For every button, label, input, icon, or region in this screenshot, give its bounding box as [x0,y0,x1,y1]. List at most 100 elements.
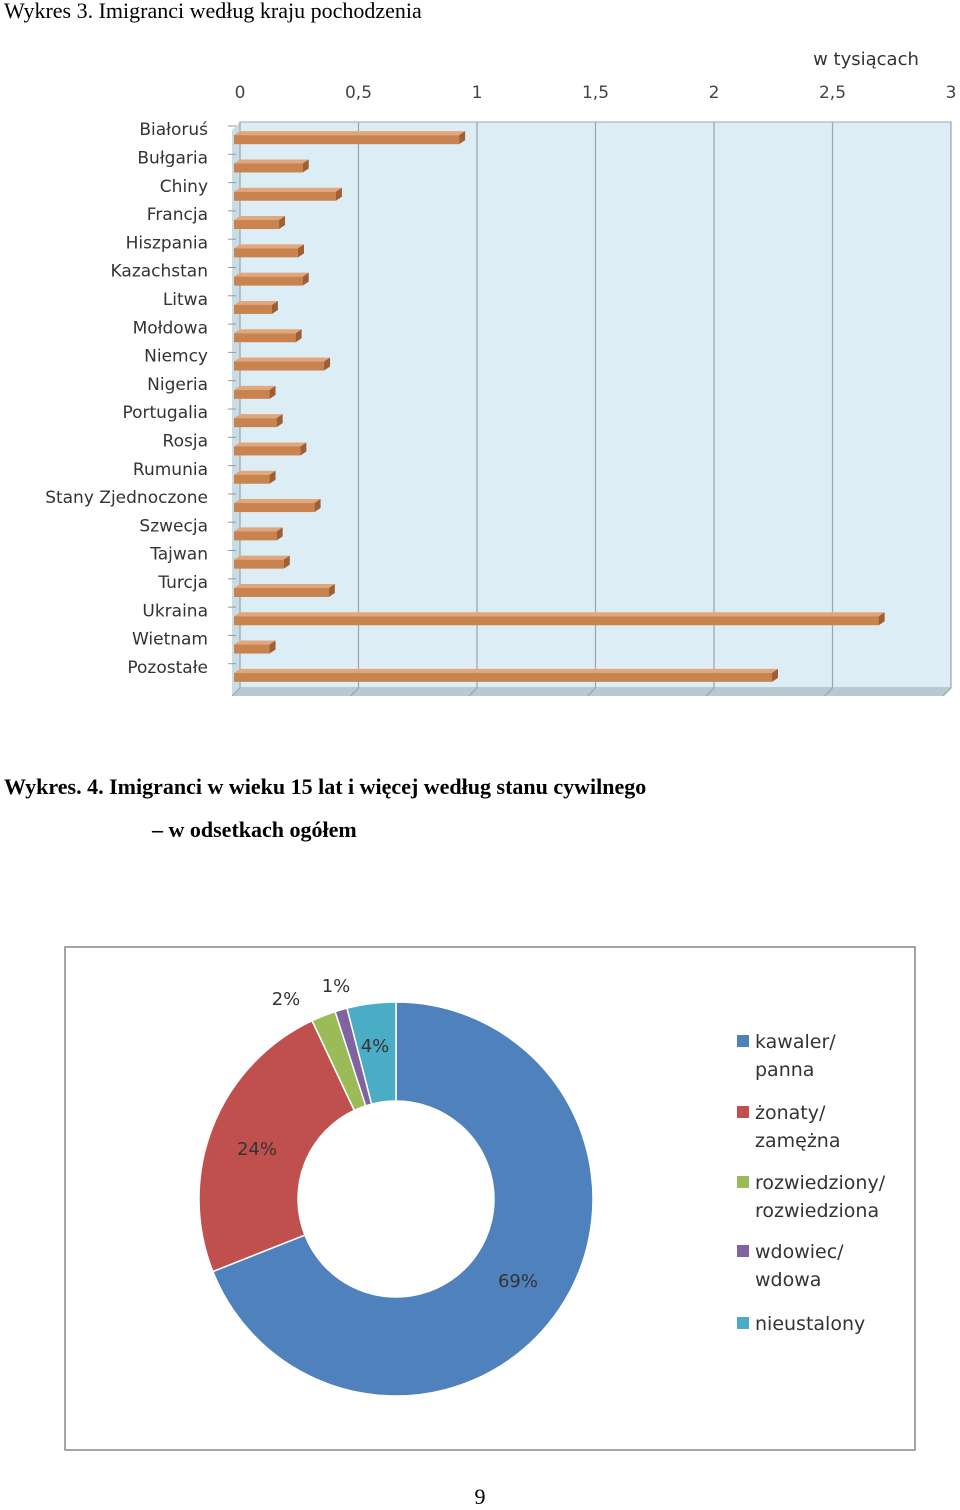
bar [234,300,278,314]
bar-end [324,357,331,371]
bar [234,499,321,513]
bar [234,216,286,230]
legend-label: rozwiedziony/rozwiedziona [755,1172,886,1222]
bar-front [234,503,315,513]
figure3-title: Wykres 3. Imigranci według kraju pochodz… [4,0,422,23]
legend-label: żonaty/zamężna [755,1102,840,1152]
legend-item: kawaler/panna [737,1031,836,1081]
bar-end [295,329,302,343]
bar-front [234,163,303,173]
category-label: Francja [147,205,208,225]
donut-slice [334,1007,373,1107]
x-tick-label: 0 [235,83,246,103]
bar-end [878,612,885,626]
bar-top [234,244,304,249]
bar [234,329,302,343]
donut-slice [346,1001,397,1105]
category-label: Kazachstan [111,262,208,282]
bar-front [234,248,298,258]
legend-item: nieustalony [737,1313,865,1335]
category-label: Niemcy [144,347,208,367]
bar-top [234,357,331,362]
donut-legend: kawaler/panna żonaty/zamężna rozwiedziony/… [737,1031,886,1335]
category-label: Wietnam [132,630,208,650]
gridline-floor [350,687,359,697]
bar-front [234,276,303,286]
category-label: Białoruś [139,120,208,140]
bar-top [234,272,309,277]
bar-end [279,216,286,230]
bar-front [234,191,336,201]
donut-slices [198,1001,594,1397]
bar-top [234,583,335,588]
bar-end [314,499,321,513]
x-tick-label: 2 [709,83,720,103]
page-number: 9 [474,1484,486,1509]
bar-front [234,304,272,314]
legend-label: nieustalony [755,1313,865,1335]
bar-end [771,668,778,682]
bar-front [234,672,772,682]
x-tick-label: 2,5 [819,83,846,103]
category-label: Rumunia [133,460,208,480]
category-label: Ukraina [142,601,208,621]
donut-slice [211,1001,594,1397]
donut-data-label: 4% [361,1036,390,1057]
legend-item: żonaty/zamężna [737,1102,840,1152]
bar-top [234,131,466,136]
bar-top [234,555,290,560]
unit-label: w tysiącach [813,49,919,70]
bar-top [234,668,778,673]
gridline-floor [824,687,833,697]
legend-swatch [737,1035,749,1047]
bar-end [459,131,466,145]
bar-front [234,531,277,541]
bar [234,583,335,597]
bar [234,612,885,626]
donut-data-label: 69% [498,1271,538,1292]
legend-label: kawaler/panna [755,1031,836,1081]
bar [234,442,307,456]
bar [234,159,309,173]
bar-front [234,474,270,484]
category-label: Bułgaria [137,148,208,168]
category-label: Szwecja [139,516,208,536]
donut-data-label: 24% [237,1139,277,1160]
x-tick-label: 0,5 [345,83,372,103]
donut-slice [198,1019,356,1273]
bar-front [234,644,270,654]
category-label: Chiny [160,177,208,197]
donut-data-labels: 69% 24% 2% 1% 4% [237,976,538,1292]
bar-top [234,216,286,221]
donut-data-label: 1% [322,976,351,997]
bar [234,357,331,371]
bar-end [302,272,309,286]
bar-end [297,244,304,258]
bar-end [269,640,276,654]
bar [234,244,304,258]
donut-slice [311,1010,367,1112]
bar-top [234,187,342,192]
gridline-floor [705,687,715,697]
legend-swatch [737,1106,749,1118]
legend-item: rozwiedziony/rozwiedziona [737,1172,886,1222]
category-label: Portugalia [122,403,208,423]
bar-end [302,159,309,173]
x-tick-label: 1 [472,83,483,103]
bar-end [269,385,276,399]
bar-top [234,385,276,390]
legend-label: wdowiec/wdowa [755,1241,844,1291]
bar [234,187,342,201]
bar-end [335,187,342,201]
bar [234,470,276,484]
bar [234,640,276,654]
bar-front [234,135,460,145]
bar-top [234,300,278,305]
category-label: Tajwan [149,545,208,565]
category-label: Nigeria [147,375,208,395]
figure4-title: Wykres. 4. Imigranci w wieku 15 lat i wi… [4,774,647,799]
bar-chart-plot-area [232,121,952,696]
bar [234,668,778,682]
bar-top [234,442,307,447]
bar-end [276,527,283,541]
